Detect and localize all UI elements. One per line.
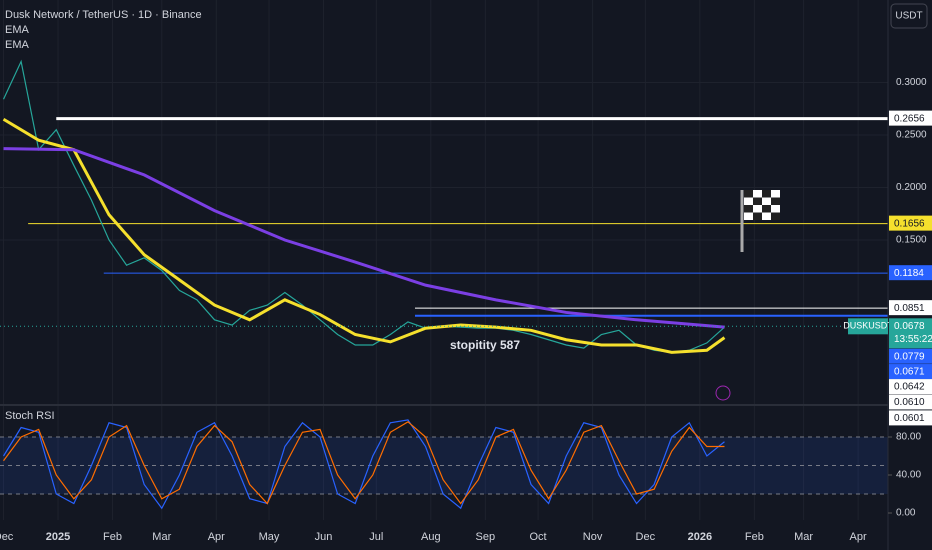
level-label: 0.2656 xyxy=(894,113,925,124)
level-tag xyxy=(889,215,932,231)
x-tick-label: May xyxy=(259,531,280,543)
y-tick-label: 0.2500 xyxy=(896,130,927,141)
last-price-tag xyxy=(889,318,932,349)
x-tick-label: Mar xyxy=(794,531,813,543)
currency[interactable]: USDT xyxy=(895,11,922,22)
y-tick-label: 0.2000 xyxy=(896,182,927,193)
annotation: stopitity 587 xyxy=(450,338,520,352)
x-tick-label: Dec xyxy=(636,531,656,543)
level-label: 0.1184 xyxy=(894,268,924,279)
price-line xyxy=(3,147,725,329)
level-label: 0.0642 xyxy=(894,382,925,393)
event-icon[interactable] xyxy=(715,385,731,401)
symbol-tag xyxy=(848,318,888,335)
plot xyxy=(0,0,888,520)
x-tick-label: 2025 xyxy=(46,531,70,543)
x-tick-label: Feb xyxy=(103,531,122,543)
level-label: 0.0610 xyxy=(894,397,925,408)
level-label: 0.0851 xyxy=(894,303,925,314)
y-tick-label: 0.00 xyxy=(896,508,916,519)
stoch-line xyxy=(3,419,725,510)
y-tick-label: 40.00 xyxy=(896,470,921,481)
indicator-label: EMA xyxy=(5,39,30,51)
x-tick-label: Feb xyxy=(745,531,764,543)
level-tag xyxy=(889,364,932,380)
level-tag xyxy=(889,265,932,281)
y-tick-label: 80.00 xyxy=(896,432,921,443)
countdown: 13:55:22 xyxy=(894,334,932,345)
stoch-title: Stoch RSI xyxy=(5,410,55,422)
x-tick-label: Jul xyxy=(369,531,383,543)
x-tick-label: Apr xyxy=(208,531,225,543)
price-line xyxy=(2,117,726,354)
level-tag xyxy=(889,348,932,364)
x-tick-label: Mar xyxy=(152,531,171,543)
price-line xyxy=(2,59,725,353)
chart-title: Dusk Network / TetherUS · 1D · Binance xyxy=(5,9,202,21)
level-tag xyxy=(889,300,932,316)
stoch-line xyxy=(3,421,725,505)
level-tag xyxy=(889,379,932,395)
x-tick-label: Jun xyxy=(315,531,333,543)
x-tick-label: Oct xyxy=(530,531,547,543)
x-tick-label: Apr xyxy=(850,531,867,543)
flag-icon xyxy=(740,190,780,252)
level-label: 0.0601 xyxy=(894,413,925,424)
level-tag xyxy=(889,394,932,410)
last-price-label: 0.0678 xyxy=(894,321,925,332)
indicator-label: EMA xyxy=(5,24,30,36)
x-tick-label: 2026 xyxy=(688,531,712,543)
symbol-label: DUSKUSDT xyxy=(843,321,893,331)
y-tick-label: 0.1500 xyxy=(896,235,927,246)
x-tick-label: Nov xyxy=(583,531,603,543)
level-label: 0.0779 xyxy=(894,351,925,362)
x-tick-label: Dec xyxy=(0,531,14,543)
level-tag xyxy=(889,110,932,126)
y-tick-label: 0.3000 xyxy=(896,77,927,88)
level-label: 0.0671 xyxy=(894,367,925,378)
x-tick-label: Aug xyxy=(421,531,441,543)
level-label: 0.1656 xyxy=(894,218,925,229)
currency-button[interactable] xyxy=(890,3,928,29)
level-tag xyxy=(889,410,932,426)
x-tick-label: Sep xyxy=(476,531,496,543)
